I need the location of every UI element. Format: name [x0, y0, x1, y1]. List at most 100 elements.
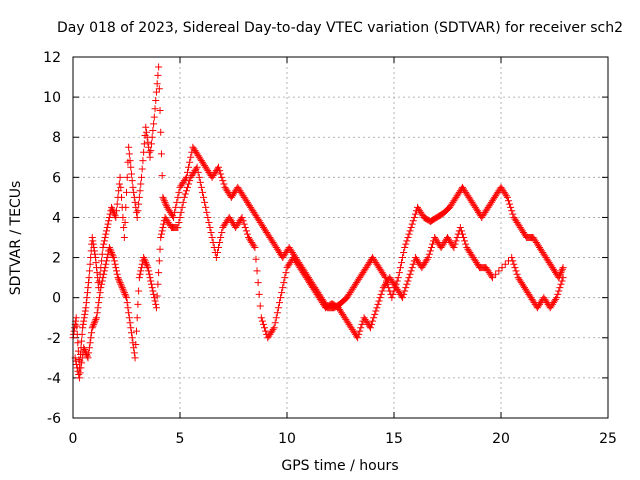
- data-point: [411, 210, 419, 218]
- data-point: [75, 371, 83, 379]
- data-point: [162, 200, 170, 208]
- data-point: [90, 247, 98, 255]
- data-point: [185, 163, 193, 171]
- data-point: [115, 277, 123, 285]
- data-point: [401, 244, 409, 252]
- y-axis-label: SDTVAR / TECUs: [8, 181, 24, 296]
- data-point: [180, 193, 188, 201]
- data-point: [120, 234, 128, 241]
- data-point: [554, 290, 562, 298]
- data-point: [212, 254, 220, 262]
- data-point: [97, 284, 105, 292]
- data-point: [152, 300, 160, 308]
- data-point: [100, 237, 108, 245]
- data-point: [243, 230, 251, 238]
- data-point: [131, 354, 139, 362]
- data-point: [183, 168, 191, 176]
- data-point: [87, 334, 95, 342]
- data-point: [86, 339, 94, 347]
- data-point: [159, 223, 167, 231]
- data-point: [216, 239, 224, 247]
- data-point: [117, 183, 125, 191]
- data-point: [556, 270, 564, 278]
- data-point: [117, 280, 125, 288]
- data-point: [74, 339, 82, 347]
- data-point: [137, 267, 145, 275]
- data-point: [98, 277, 106, 285]
- data-point: [153, 292, 161, 300]
- data-point: [90, 244, 98, 252]
- data-point: [183, 183, 191, 191]
- data-point: [145, 267, 153, 275]
- data-point: [157, 234, 165, 241]
- data-point: [108, 203, 116, 211]
- data-point: [118, 284, 126, 292]
- data-point: [495, 267, 503, 275]
- y-tick-label: 6: [52, 170, 61, 186]
- data-point: [258, 317, 266, 325]
- data-point: [507, 203, 515, 211]
- data-point: [366, 324, 374, 332]
- data-point: [423, 255, 431, 263]
- data-point: [357, 324, 365, 332]
- data-point: [106, 245, 114, 253]
- data-point: [72, 314, 80, 322]
- data-point: [399, 294, 407, 302]
- data-point: [81, 310, 89, 318]
- data-point: [128, 334, 136, 342]
- data-point: [209, 239, 217, 247]
- data-point: [101, 234, 109, 241]
- data-point: [149, 127, 157, 135]
- y-tick-label: 2: [52, 251, 61, 267]
- data-point: [552, 295, 560, 303]
- data-point: [88, 324, 96, 332]
- data-point: [110, 254, 118, 262]
- data-point: [511, 264, 519, 272]
- data-point: [103, 254, 111, 262]
- data-point: [81, 347, 89, 355]
- data-point: [171, 208, 179, 216]
- data-point: [116, 173, 124, 181]
- data-point: [272, 314, 280, 322]
- data-point: [109, 252, 117, 260]
- data-point: [125, 150, 133, 158]
- data-point: [492, 270, 500, 278]
- data-point: [131, 198, 139, 206]
- data-point: [135, 274, 143, 282]
- data-point: [76, 369, 84, 377]
- data-point: [172, 203, 180, 211]
- y-tick-label: -4: [47, 371, 61, 387]
- data-point: [409, 260, 417, 268]
- data-point: [395, 269, 403, 277]
- data-point: [111, 212, 119, 220]
- data-point: [120, 289, 128, 297]
- data-point: [86, 260, 94, 268]
- data-point: [271, 319, 279, 327]
- data-point: [150, 294, 158, 302]
- data-point: [194, 168, 202, 176]
- data-point: [89, 237, 97, 245]
- data-point: [410, 213, 418, 221]
- data-point: [137, 180, 145, 188]
- data-point: [557, 269, 565, 277]
- data-point: [115, 180, 123, 188]
- data-point: [251, 244, 259, 252]
- data-point: [377, 290, 385, 298]
- data-point: [558, 265, 566, 273]
- data-point: [94, 304, 102, 312]
- data-point: [501, 260, 509, 268]
- x-tick-label: 5: [176, 431, 185, 447]
- data-point: [118, 282, 126, 290]
- data-point: [254, 279, 262, 287]
- data-point: [217, 234, 225, 241]
- data-point: [508, 207, 516, 215]
- data-point: [153, 80, 161, 88]
- data-point: [135, 287, 143, 295]
- data-point: [81, 307, 89, 315]
- data-point: [204, 213, 212, 221]
- data-point: [73, 361, 81, 369]
- data-point: [100, 270, 108, 278]
- data-point: [92, 315, 100, 323]
- data-point: [409, 217, 417, 225]
- data-point: [150, 290, 158, 298]
